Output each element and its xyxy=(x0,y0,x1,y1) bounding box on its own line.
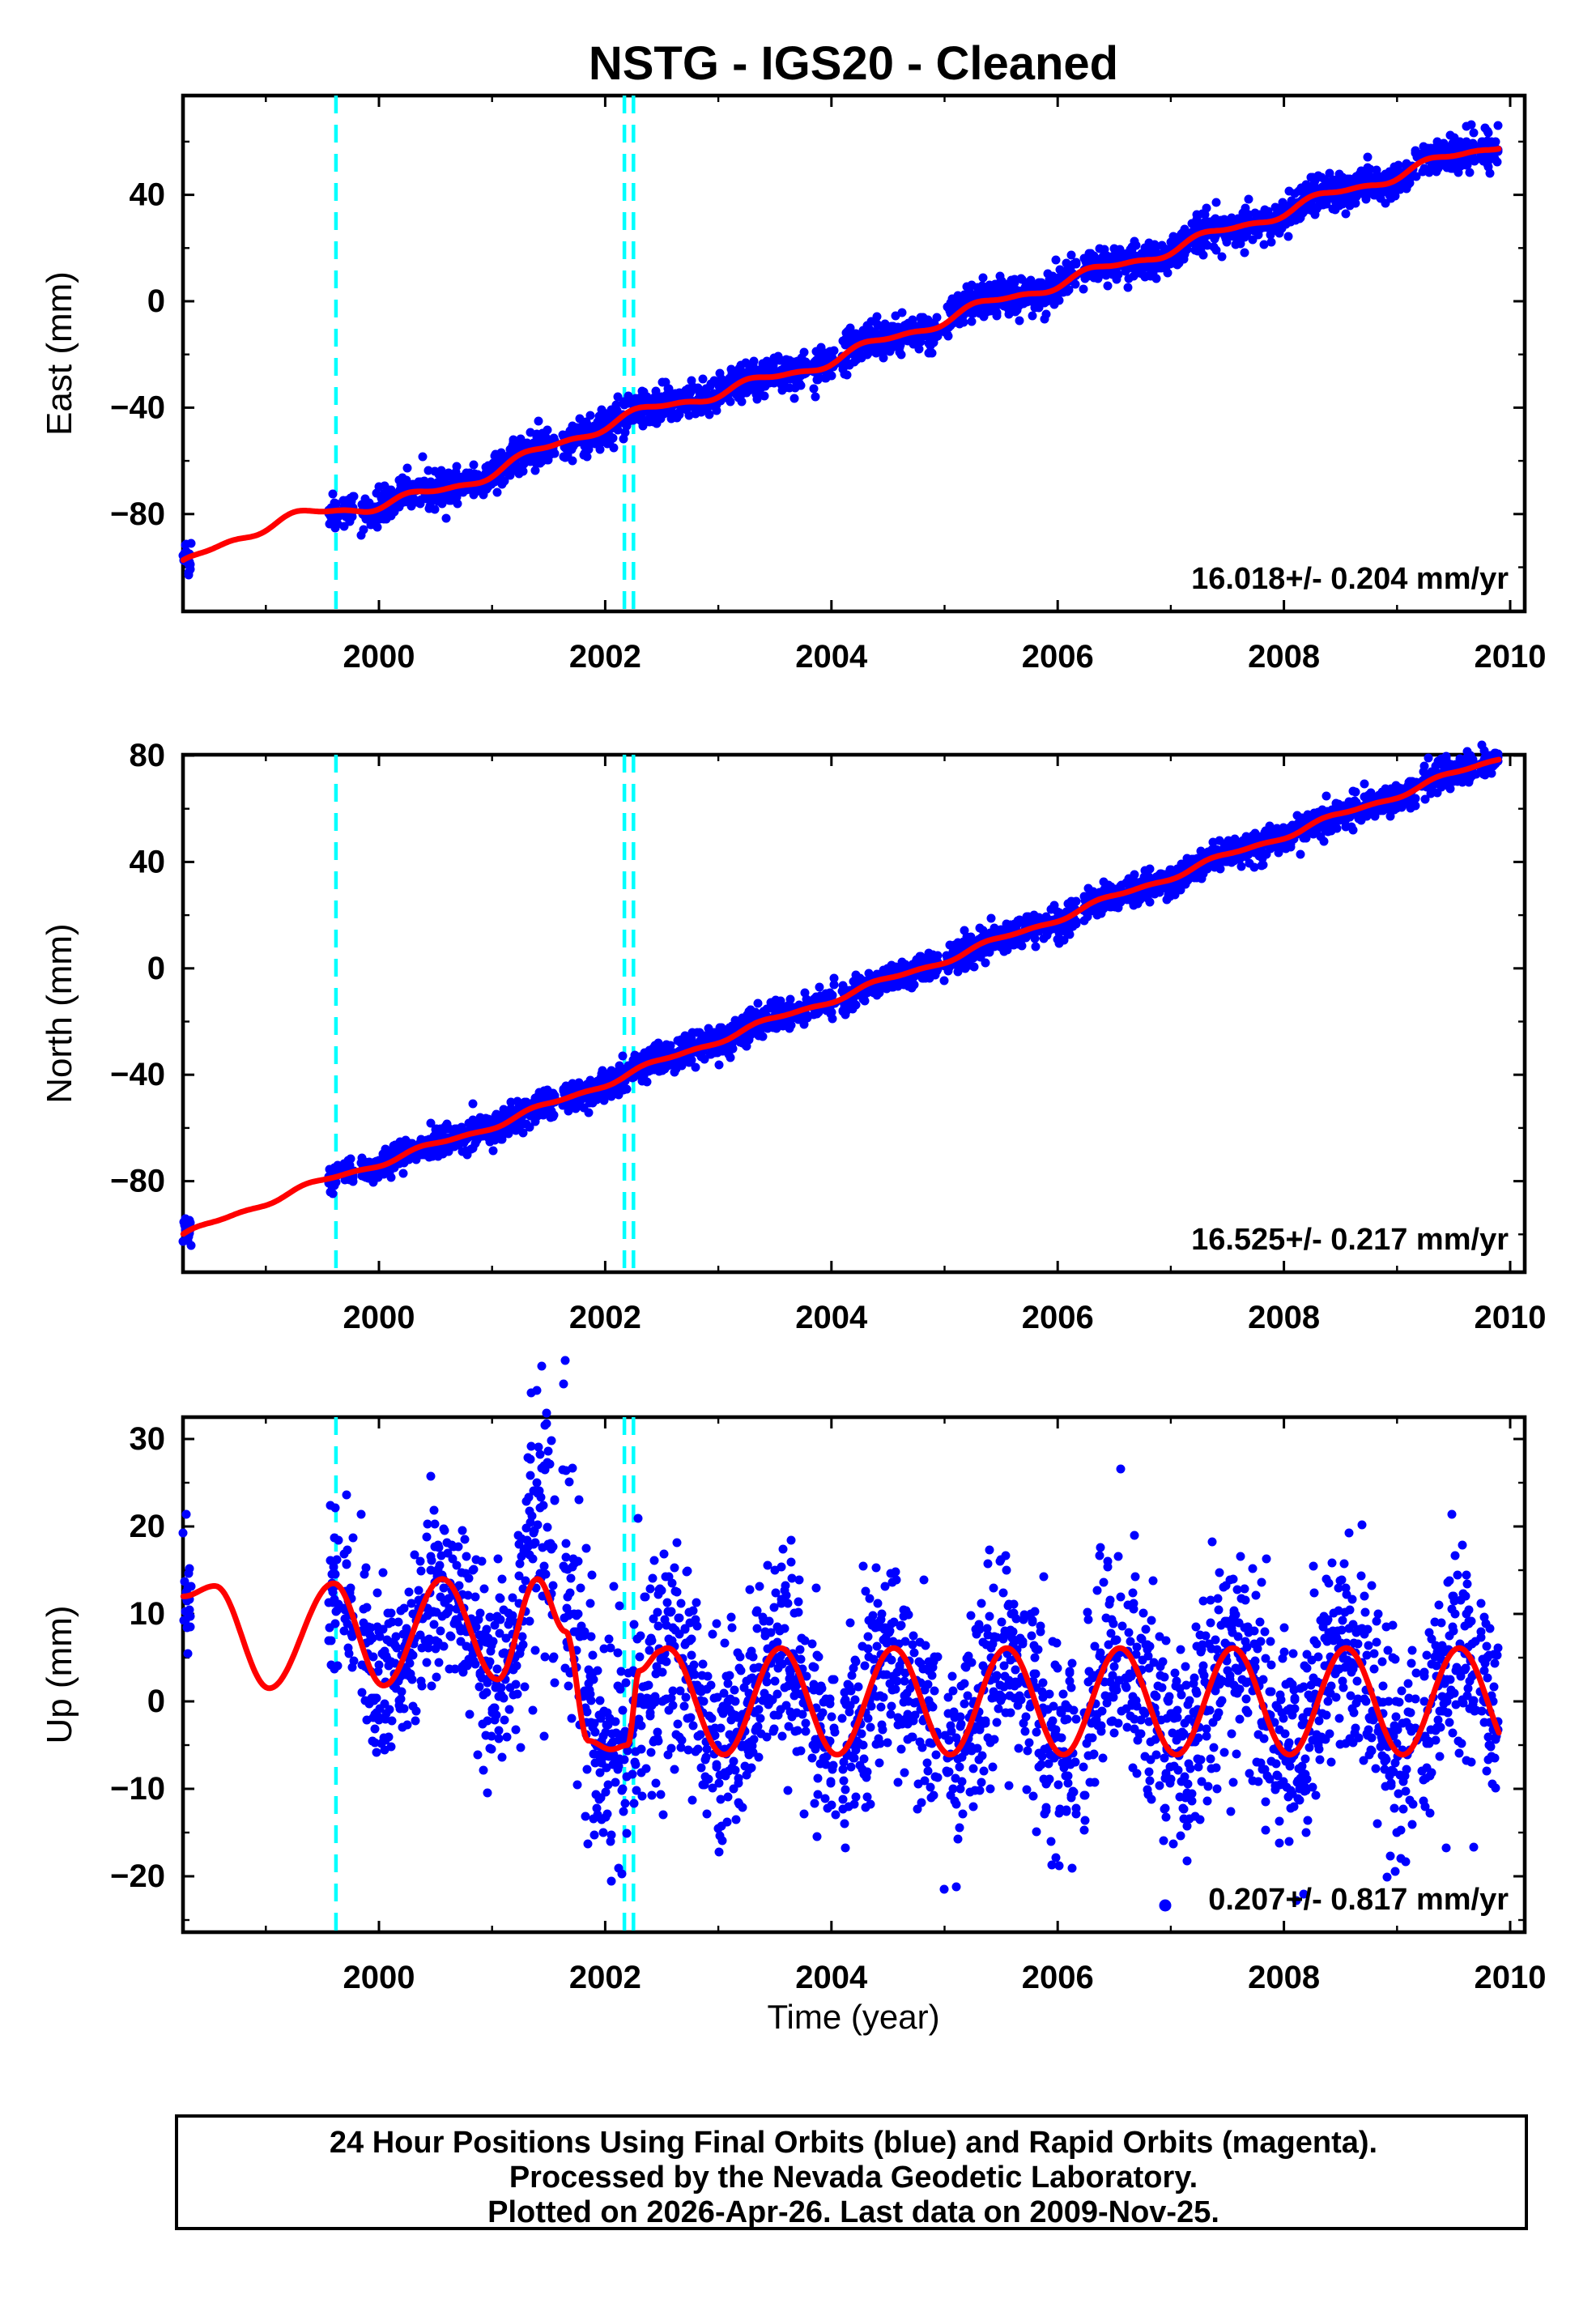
svg-text:2008: 2008 xyxy=(1248,1960,1320,1995)
svg-text:2010: 2010 xyxy=(1475,639,1547,675)
svg-text:−80: −80 xyxy=(110,1164,165,1199)
svg-text:2010: 2010 xyxy=(1475,1960,1547,1995)
svg-text:Time (year): Time (year) xyxy=(767,1998,939,2036)
svg-text:30: 30 xyxy=(130,1421,166,1457)
svg-text:2004: 2004 xyxy=(795,1300,868,1335)
svg-text:2000: 2000 xyxy=(343,639,415,675)
svg-text:20: 20 xyxy=(130,1509,166,1544)
svg-text:2000: 2000 xyxy=(343,1300,415,1335)
svg-text:24 Hour Positions Using Final: 24 Hour Positions Using Final Orbits (bl… xyxy=(330,2126,1377,2160)
svg-text:40: 40 xyxy=(130,177,166,213)
svg-text:2004: 2004 xyxy=(795,639,868,675)
svg-text:0: 0 xyxy=(147,951,165,986)
svg-text:−20: −20 xyxy=(110,1858,165,1894)
svg-text:2006: 2006 xyxy=(1022,1300,1094,1335)
svg-text:−40: −40 xyxy=(110,1057,165,1092)
svg-text:40: 40 xyxy=(130,844,166,879)
svg-text:2002: 2002 xyxy=(569,1300,641,1335)
svg-text:North (mm): North (mm) xyxy=(40,923,79,1103)
svg-text:2008: 2008 xyxy=(1248,639,1320,675)
svg-text:2006: 2006 xyxy=(1022,639,1094,675)
svg-text:2006: 2006 xyxy=(1022,1960,1094,1995)
svg-text:16.018+/- 0.204 mm/yr: 16.018+/- 0.204 mm/yr xyxy=(1191,562,1509,596)
svg-text:80: 80 xyxy=(130,738,166,773)
svg-text:10: 10 xyxy=(130,1596,166,1632)
svg-text:East (mm): East (mm) xyxy=(40,271,79,436)
svg-text:0: 0 xyxy=(147,283,165,319)
svg-text:−40: −40 xyxy=(110,390,165,425)
svg-text:2002: 2002 xyxy=(569,639,641,675)
svg-text:0: 0 xyxy=(147,1684,165,1719)
svg-text:2004: 2004 xyxy=(795,1960,868,1995)
svg-text:Up (mm): Up (mm) xyxy=(40,1605,79,1743)
svg-text:2000: 2000 xyxy=(343,1960,415,1995)
svg-text:Processed by the Nevada Geodet: Processed by the Nevada Geodetic Laborat… xyxy=(509,2161,1198,2195)
svg-text:−10: −10 xyxy=(110,1771,165,1807)
svg-text:2002: 2002 xyxy=(569,1960,641,1995)
svg-text:0.207+/- 0.817 mm/yr: 0.207+/- 0.817 mm/yr xyxy=(1208,1883,1509,1917)
svg-text:−80: −80 xyxy=(110,496,165,532)
svg-text:2010: 2010 xyxy=(1475,1300,1547,1335)
svg-text:NSTG - IGS20 - Cleaned: NSTG - IGS20 - Cleaned xyxy=(589,37,1118,90)
svg-text:Plotted on 2026-Apr-26. Last d: Plotted on 2026-Apr-26. Last data on 200… xyxy=(487,2195,1219,2229)
svg-text:2008: 2008 xyxy=(1248,1300,1320,1335)
svg-text:16.525+/- 0.217 mm/yr: 16.525+/- 0.217 mm/yr xyxy=(1191,1223,1509,1257)
